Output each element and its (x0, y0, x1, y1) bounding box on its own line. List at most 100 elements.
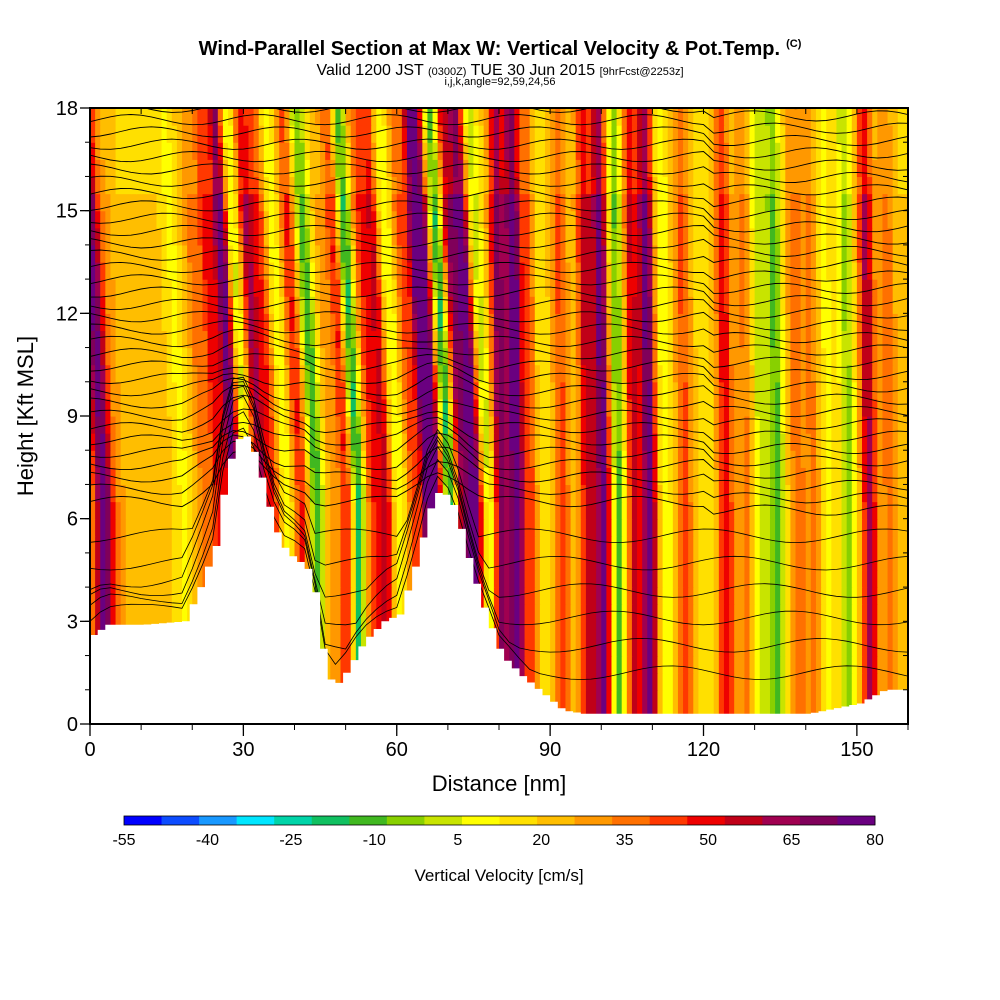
field-cell (381, 518, 388, 537)
field-cell (815, 279, 822, 297)
field-cell (642, 296, 648, 314)
field-cell (810, 501, 817, 520)
field-cell (233, 416, 239, 434)
field-cell (785, 604, 792, 622)
field-cell (877, 655, 884, 674)
field-cell (238, 210, 244, 229)
field-cell (759, 587, 766, 605)
field-cell (851, 501, 858, 520)
field-cell (555, 244, 561, 263)
field-cell (626, 347, 633, 366)
field-cell (386, 433, 393, 451)
field-cell (294, 398, 301, 417)
field-cell (146, 467, 152, 486)
field-cell (631, 535, 638, 554)
field-cell (442, 398, 449, 417)
field-cell (856, 535, 863, 554)
field-cell (897, 416, 904, 434)
field-cell (667, 279, 674, 297)
field-cell (790, 621, 797, 640)
field-cell (815, 570, 822, 588)
field-cell (478, 467, 485, 486)
field-cell (243, 176, 250, 195)
field-cell (611, 570, 618, 588)
field-cell (698, 621, 705, 640)
field-cell (637, 416, 643, 434)
field-cell (550, 330, 556, 349)
field-cell (417, 433, 423, 451)
field-cell (662, 689, 669, 708)
field-cell (846, 450, 853, 468)
field-cell (693, 587, 699, 605)
field-cell (330, 433, 336, 451)
field-cell (667, 604, 674, 622)
field-cell (350, 296, 357, 314)
field-cell (744, 244, 751, 263)
field-cell (683, 672, 689, 691)
field-cell (897, 330, 904, 349)
field-cell (897, 450, 904, 468)
field-cell (207, 262, 214, 280)
field-cell (872, 604, 878, 622)
field-cell (396, 210, 403, 229)
field-cell (289, 535, 296, 554)
field-cell (391, 450, 398, 468)
field-cell (458, 381, 464, 400)
field-cell (120, 535, 127, 554)
field-cell (110, 193, 117, 212)
field-cell (570, 244, 577, 263)
field-cell (381, 570, 388, 588)
field-cell (141, 501, 147, 520)
field-cell (545, 587, 551, 605)
field-cell (729, 672, 735, 691)
field-cell (652, 621, 659, 640)
field-cell (105, 535, 112, 554)
field-cell (892, 330, 899, 349)
field-cell (468, 416, 475, 434)
field-cell (95, 244, 101, 263)
field-cell (330, 621, 336, 640)
field-cell (355, 364, 362, 383)
field-cell (130, 296, 137, 314)
field-cell (657, 604, 664, 622)
field-cell (810, 381, 817, 400)
field-cell (688, 398, 694, 417)
field-cell (662, 416, 669, 434)
field-cell (861, 638, 868, 657)
field-cell (493, 210, 500, 229)
field-cell (703, 313, 710, 332)
field-cell (856, 381, 863, 400)
field-cell (570, 398, 577, 417)
field-cell (570, 330, 577, 349)
field-cell (575, 347, 582, 366)
field-cell (366, 279, 372, 297)
field-cell (509, 279, 515, 297)
field-cell (591, 398, 597, 417)
field-cell (136, 552, 142, 571)
field-cell (279, 364, 285, 383)
field-cell (631, 244, 638, 263)
field-cell (274, 450, 280, 468)
field-cell (667, 535, 674, 554)
field-cell (800, 210, 807, 229)
field-cell (631, 262, 638, 280)
field-cell (504, 364, 510, 383)
field-cell (182, 262, 188, 280)
field-cell (790, 655, 797, 674)
field-cell (805, 467, 812, 486)
field-cell (734, 262, 740, 280)
field-cell (775, 450, 781, 468)
field-cell (509, 655, 515, 674)
field-cell (534, 638, 541, 657)
field-cell (560, 450, 567, 468)
field-cell (683, 433, 689, 451)
field-cell (580, 416, 587, 434)
field-cell (652, 416, 659, 434)
field-cell (555, 638, 561, 657)
field-cell (575, 552, 582, 571)
field-cell (861, 279, 868, 297)
field-cell (325, 416, 331, 434)
field-cell (504, 552, 510, 571)
field-cell (488, 296, 495, 314)
field-cell (452, 398, 459, 417)
